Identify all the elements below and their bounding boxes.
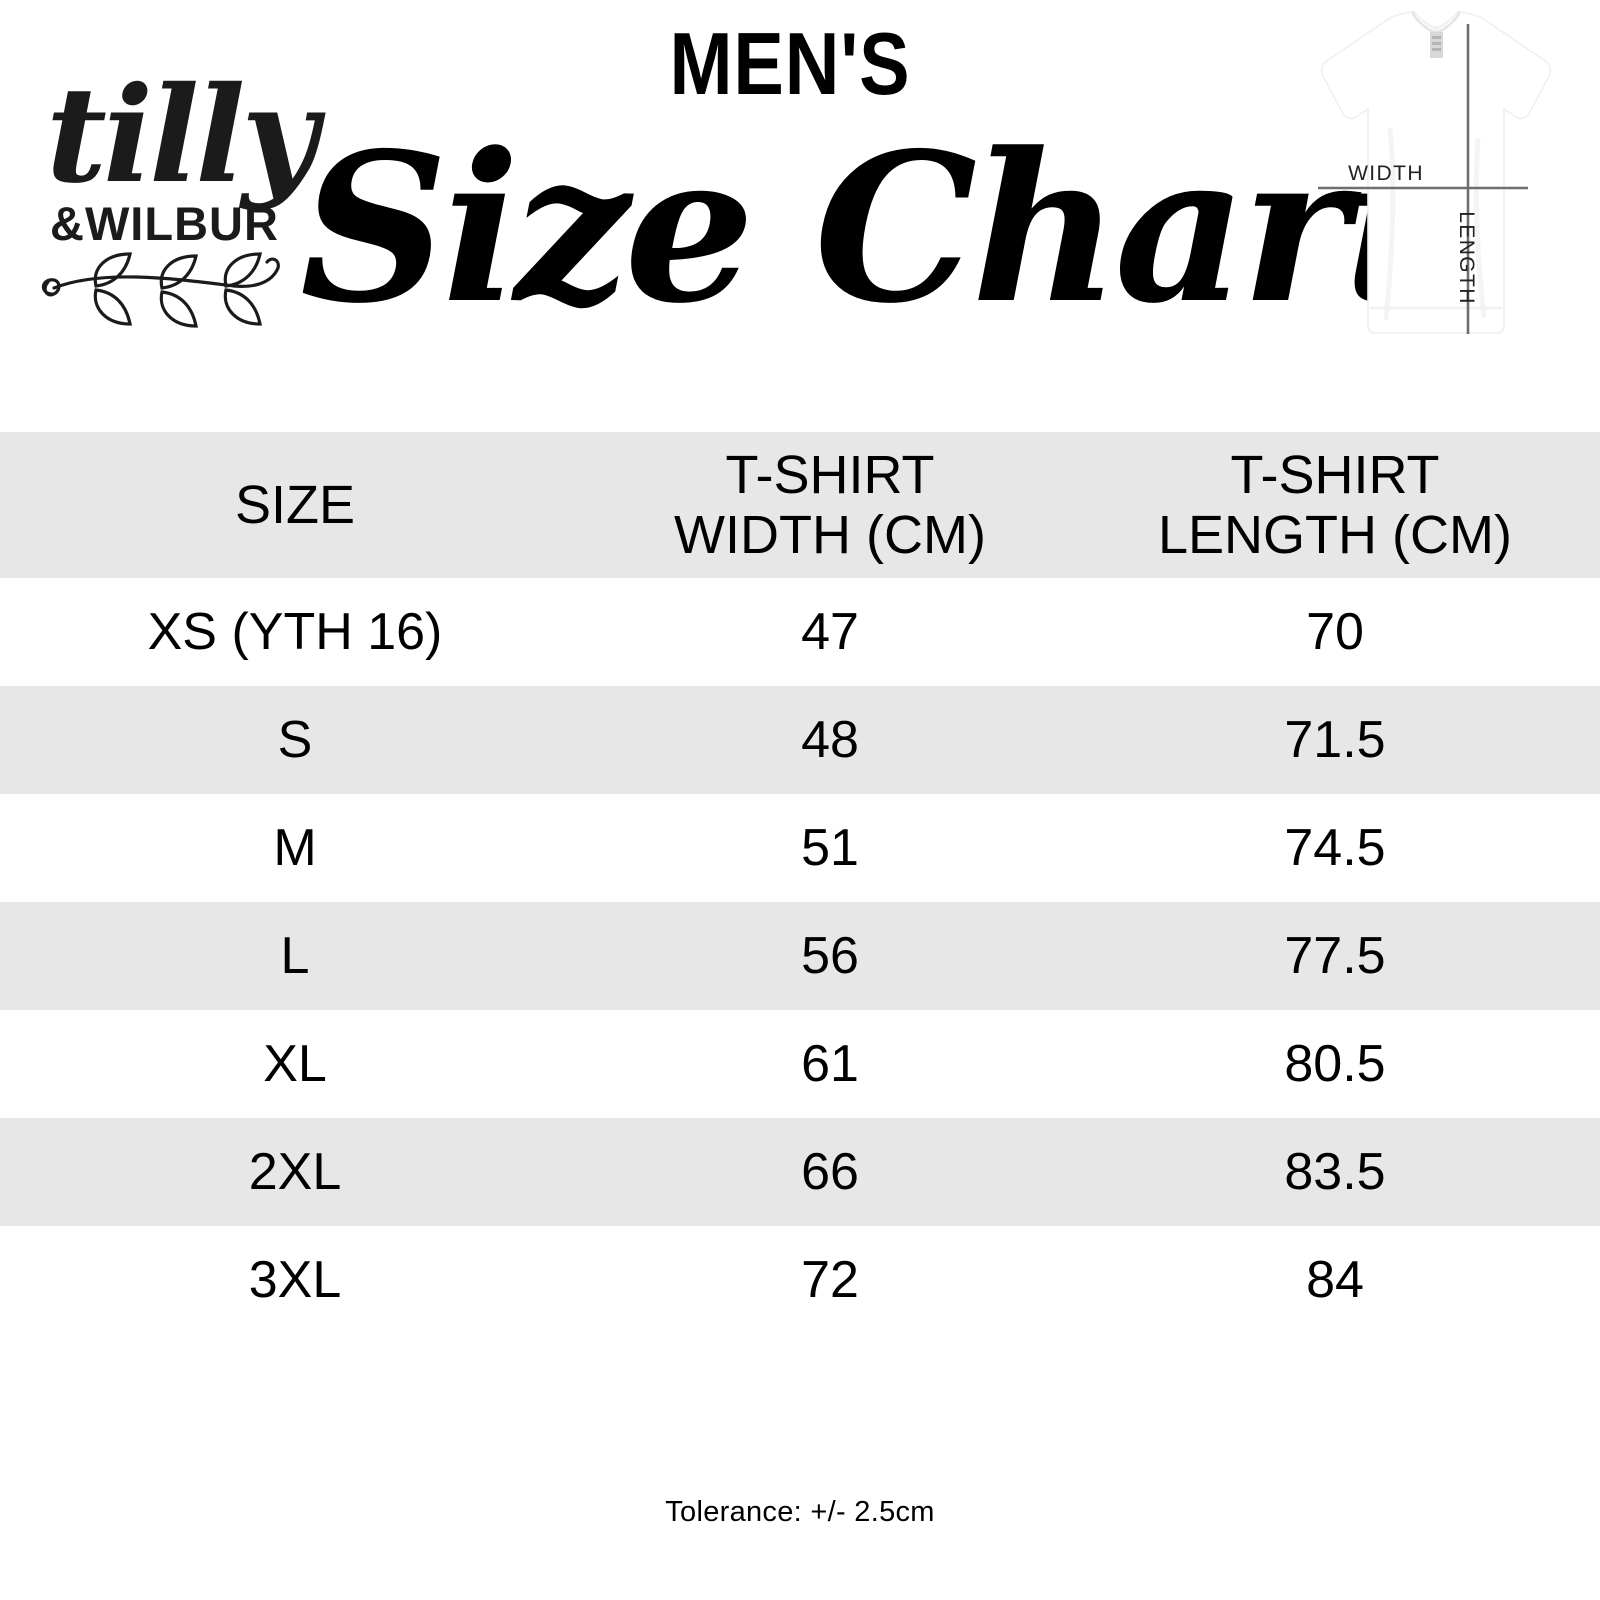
table-row: 3XL 72 84 — [0, 1226, 1600, 1334]
column-header-width-line2: WIDTH (CM) — [674, 505, 986, 565]
column-header-length-line1: T-SHIRT — [1230, 444, 1440, 505]
leaf-branch-icon — [34, 238, 304, 334]
cell-size: 3XL — [248, 1251, 342, 1309]
cell-length: 70 — [1306, 603, 1364, 661]
cell-size: XL — [263, 1035, 327, 1093]
table-header: SIZE T-SHIRT WIDTH (CM) T-SHIRT LENGTH (… — [0, 432, 1600, 578]
cell-length: 80.5 — [1284, 1035, 1386, 1093]
cell-size: 2XL — [248, 1143, 342, 1201]
width-label: WIDTH — [1348, 162, 1424, 185]
table-row: 2XL 66 83.5 — [0, 1118, 1600, 1226]
cell-width: 61 — [801, 1035, 859, 1093]
cell-width: 47 — [801, 603, 859, 661]
brand-logo: tilly &WILBUR — [28, 70, 318, 330]
cell-size: XS (YTH 16) — [147, 603, 443, 661]
table-header-row: SIZE T-SHIRT WIDTH (CM) T-SHIRT LENGTH (… — [0, 432, 1600, 578]
cell-width: 72 — [801, 1251, 859, 1309]
cell-size: M — [273, 819, 317, 877]
brand-name-script: tilly — [46, 58, 318, 213]
brand-name-sub: &WILBUR — [50, 197, 279, 250]
header-band: tilly &WILBUR MEN'S Size Chart — [0, 0, 1600, 432]
column-header-size-label: SIZE — [234, 474, 356, 535]
tolerance-note: Tolerance: +/- 2.5cm — [665, 1496, 935, 1528]
column-header-length: T-SHIRT LENGTH (CM) — [1070, 432, 1600, 578]
table-row: M 51 74.5 — [0, 794, 1600, 902]
page-kicker: MEN'S — [669, 14, 911, 113]
page-title-block: MEN'S Size Chart — [300, 14, 1438, 349]
cell-length: 74.5 — [1284, 819, 1386, 877]
column-header-width: T-SHIRT WIDTH (CM) — [590, 432, 1070, 578]
cell-length: 71.5 — [1284, 711, 1386, 769]
size-chart-table: SIZE T-SHIRT WIDTH (CM) T-SHIRT LENGTH (… — [0, 432, 1600, 1334]
table-row: XS (YTH 16) 47 70 — [0, 578, 1600, 686]
table-row: S 48 71.5 — [0, 686, 1600, 794]
cell-length: 77.5 — [1284, 927, 1386, 985]
cell-width: 66 — [801, 1143, 859, 1201]
page-title: Size Chart — [300, 109, 1438, 349]
column-header-width-line1: T-SHIRT — [725, 444, 935, 505]
cell-size: L — [280, 927, 310, 985]
length-label: LENGTH — [1455, 211, 1478, 305]
cell-width: 56 — [801, 927, 859, 985]
cell-length: 84 — [1306, 1251, 1364, 1309]
cell-width: 48 — [801, 711, 859, 769]
table-row: XL 61 80.5 — [0, 1010, 1600, 1118]
tshirt-icon: WIDTH LENGTH — [1272, 8, 1600, 358]
column-header-size: SIZE — [0, 432, 590, 578]
table-body: XS (YTH 16) 47 70 S 48 71.5 M 51 74.5 L 56 77.5 XL 61… — [0, 578, 1600, 1334]
table-row: L 56 77.5 — [0, 902, 1600, 1010]
cell-width: 51 — [801, 819, 859, 877]
cell-length: 83.5 — [1284, 1143, 1386, 1201]
cell-size: S — [277, 711, 313, 769]
column-header-length-line2: LENGTH (CM) — [1158, 505, 1512, 565]
